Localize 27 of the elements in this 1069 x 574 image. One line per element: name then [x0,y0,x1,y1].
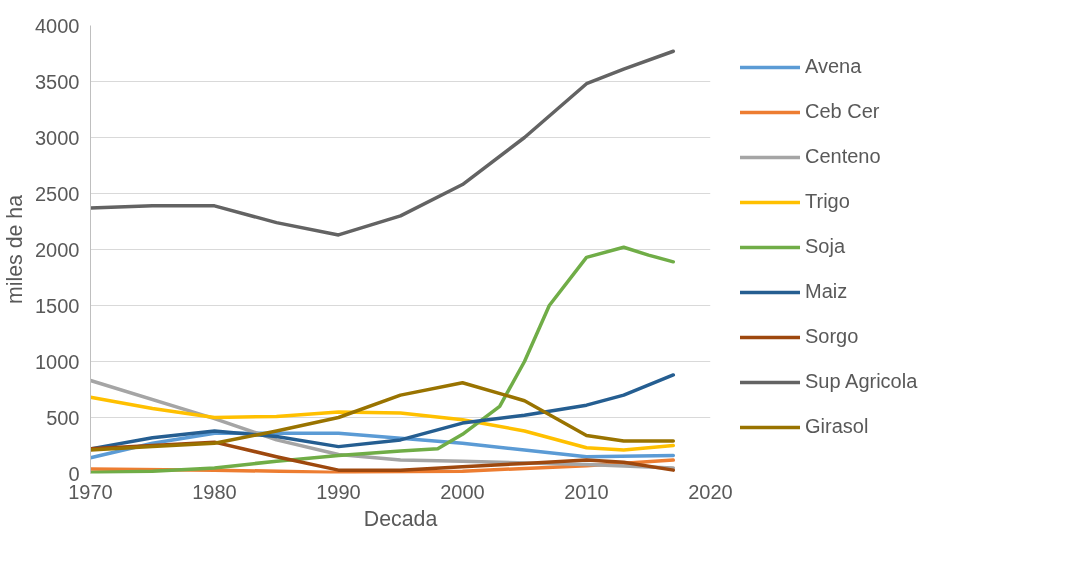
y-tick-label: 2500 [35,182,80,205]
line-series [90,245,676,474]
x-axis-title: Decada [363,506,438,531]
x-tick-label: 2010 [564,480,609,503]
legend-label: Soja [805,235,846,258]
line-series [90,395,676,452]
y-tick-label: 3000 [35,126,80,149]
legend-label: Maiz [805,280,848,303]
y-tick-label: 2000 [35,238,80,261]
y-tick-label: 1500 [35,294,80,317]
legend-label: Sup Agricola [805,370,918,393]
line-series [90,49,676,237]
x-tick-label: 2020 [688,480,733,503]
y-axis-title: miles de ha [3,194,28,305]
y-tick-label: 500 [46,406,80,429]
legend-label: Ceb Cer [805,100,880,123]
legend-label: Avena [805,55,862,78]
y-tick-label: 1000 [35,350,80,373]
legend-label: Girasol [805,415,869,438]
y-tick-label: 4000 [35,14,80,37]
legend-label: Sorgo [805,325,859,348]
x-tick-label: 1980 [192,480,237,503]
legend-label: Trigo [805,190,850,213]
x-tick-label: 2000 [440,480,485,503]
legend-label: Centeno [805,145,881,168]
x-tick-label: 1990 [316,480,361,503]
y-tick-label: 3500 [35,70,80,93]
